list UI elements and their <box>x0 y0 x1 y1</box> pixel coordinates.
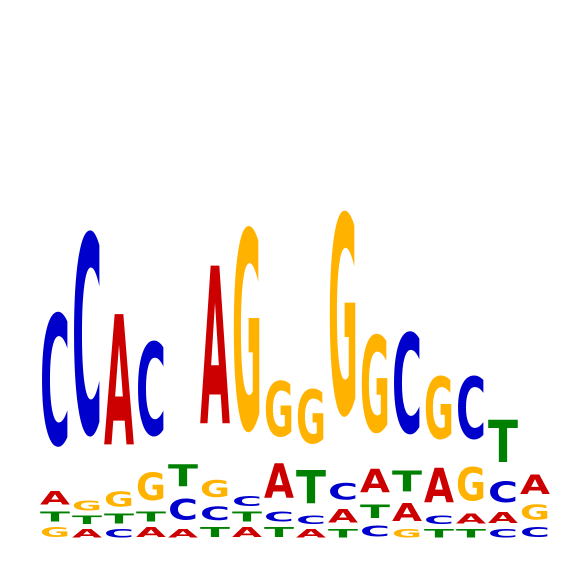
logo-letter-t: T <box>232 509 262 524</box>
logo-letter-t: T <box>488 409 518 477</box>
logo-letter-c: C <box>328 478 358 505</box>
logo-letter-a: A <box>168 527 198 540</box>
logo-letter-t: T <box>296 461 327 514</box>
logo-letter-t: T <box>328 527 358 540</box>
logo-letter-g: G <box>104 488 134 512</box>
logo-letter-a: A <box>488 509 518 526</box>
logo-letter-a: A <box>264 455 295 510</box>
logo-letter-c: C <box>424 514 454 527</box>
logo-letter-t: T <box>40 509 70 524</box>
logo-letter-a: A <box>392 498 422 527</box>
logo-letter-t: T <box>136 509 166 524</box>
logo-letter-a: A <box>104 280 134 487</box>
logo-letter-g: G <box>232 175 262 493</box>
logo-letter-t: T <box>168 459 198 494</box>
logo-letter-g: G <box>520 501 550 525</box>
logo-letter-c: C <box>360 523 390 541</box>
logo-letter-g: G <box>40 525 70 540</box>
logo-letter-t: T <box>360 501 390 523</box>
logo-letter-a: A <box>328 506 359 528</box>
logo-letter-t: T <box>456 527 486 540</box>
logo-letter-g: G <box>360 309 390 463</box>
logo-letter-t: T <box>424 527 454 540</box>
logo-column-5: ACT <box>168 459 198 540</box>
logo-letter-c: C <box>488 527 518 540</box>
logo-letter-a: A <box>200 223 230 475</box>
logo-letter-c: C <box>200 502 230 524</box>
logo-letter-g: G <box>264 366 294 454</box>
logo-letter-g: G <box>72 499 102 514</box>
logo-letter-a: A <box>424 460 455 515</box>
logo-letter-c: C <box>72 180 102 497</box>
logo-letter-c: C <box>232 494 262 509</box>
logo-letter-a: A <box>136 525 167 540</box>
logo-letter-t: T <box>72 514 102 527</box>
logo-column-16: CGA <box>520 469 550 540</box>
logo-letter-c: C <box>104 527 134 540</box>
logo-letter-c: C <box>40 279 70 487</box>
logo-letter-c: C <box>392 307 422 465</box>
logo-letter-a: A <box>360 464 391 501</box>
logo-letter-g: G <box>296 375 326 461</box>
logo-letter-c: C <box>456 359 486 458</box>
logo-letter-g: G <box>136 466 166 510</box>
logo-letter-g: G <box>328 159 358 477</box>
logo-letter-g: G <box>424 362 454 459</box>
logo-letter-t: T <box>264 525 294 540</box>
logo-letter-t: T <box>392 465 422 498</box>
logo-letter-c: C <box>168 494 198 527</box>
logo-letter-g: G <box>392 527 422 540</box>
logo-letter-a: A <box>40 488 71 510</box>
logo-letter-a: A <box>296 527 326 540</box>
logo-letter-a: A <box>520 469 550 500</box>
logo-letter-a: A <box>232 525 263 540</box>
logo-letter-a: A <box>72 527 102 540</box>
logo-letter-t: T <box>104 511 134 526</box>
logo-letter-g: G <box>456 459 486 512</box>
logo-letter-c: C <box>488 477 518 510</box>
logo-letter-c: C <box>296 514 326 527</box>
logo-letter-c: C <box>136 318 166 466</box>
logo-letter-t: T <box>200 525 230 540</box>
logo-letter-g: G <box>200 476 230 504</box>
logo-letter-a: A <box>456 511 487 526</box>
logo-letter-c: C <box>264 510 294 525</box>
logo-letter-c: C <box>520 525 550 540</box>
